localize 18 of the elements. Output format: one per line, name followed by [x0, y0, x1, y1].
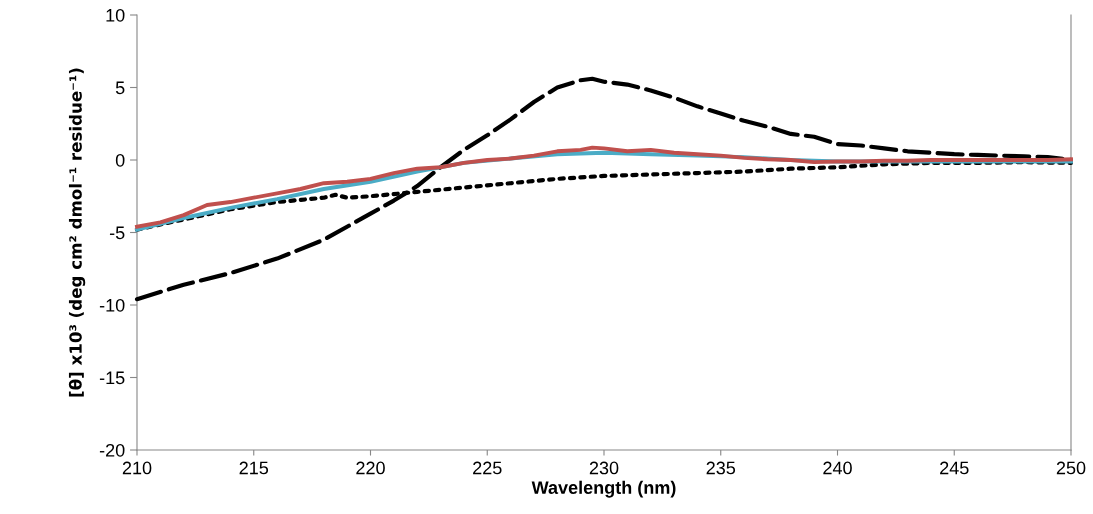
- x-tick-label: 225: [473, 461, 502, 475]
- x-axis-title: Wavelength (nm): [531, 480, 676, 498]
- x-tick-label: 245: [940, 461, 969, 475]
- y-axis-title: [θ] x10³ (deg cm² dmol⁻¹ residue⁻¹): [68, 68, 86, 397]
- y-tick-label: -15: [99, 371, 125, 385]
- x-tick-label: 220: [356, 461, 385, 475]
- x-tick-label: 235: [706, 461, 736, 475]
- y-tick-label: 0: [115, 153, 125, 167]
- x-tick-label: 215: [239, 461, 269, 475]
- y-tick-label: -20: [99, 443, 125, 457]
- x-tick-label: 230: [589, 461, 619, 475]
- y-tick-label: -10: [99, 298, 125, 312]
- x-tick-label: 250: [1056, 461, 1086, 475]
- y-tick-label: 10: [106, 8, 125, 22]
- y-tick-label: 5: [115, 81, 125, 95]
- x-tick-label: 240: [823, 461, 852, 475]
- y-tick-label: -5: [109, 226, 125, 240]
- x-tick-label: 210: [122, 461, 152, 475]
